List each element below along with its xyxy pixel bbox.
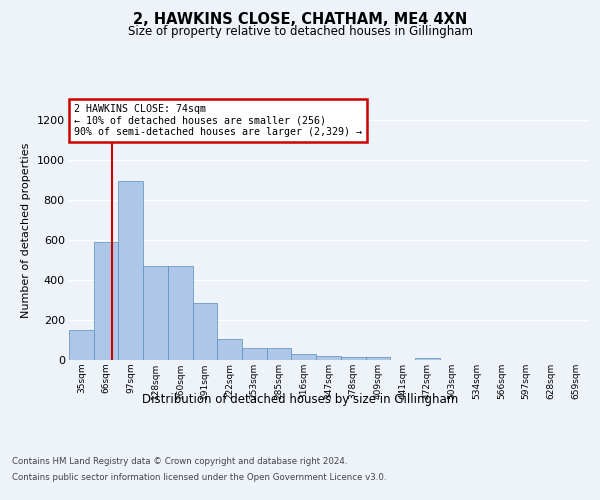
Text: 2 HAWKINS CLOSE: 74sqm
← 10% of detached houses are smaller (256)
90% of semi-de: 2 HAWKINS CLOSE: 74sqm ← 10% of detached… [74, 104, 362, 137]
Bar [143, 266, 168, 360]
Bar [415, 358, 440, 360]
Bar [69, 330, 94, 360]
Text: Size of property relative to detached houses in Gillingham: Size of property relative to detached ho… [128, 25, 473, 38]
Bar [168, 266, 193, 360]
Bar [316, 356, 341, 360]
Bar [292, 354, 316, 360]
Bar [193, 303, 217, 360]
Bar [341, 357, 365, 360]
Text: Contains HM Land Registry data © Crown copyright and database right 2024.: Contains HM Land Registry data © Crown c… [12, 458, 347, 466]
Bar [94, 242, 118, 360]
Text: Contains public sector information licensed under the Open Government Licence v3: Contains public sector information licen… [12, 472, 386, 482]
Bar [242, 348, 267, 360]
Text: Distribution of detached houses by size in Gillingham: Distribution of detached houses by size … [142, 392, 458, 406]
Text: 2, HAWKINS CLOSE, CHATHAM, ME4 4XN: 2, HAWKINS CLOSE, CHATHAM, ME4 4XN [133, 12, 467, 28]
Bar [365, 357, 390, 360]
Bar [217, 339, 242, 360]
Y-axis label: Number of detached properties: Number of detached properties [21, 142, 31, 318]
Bar [118, 182, 143, 360]
Bar [267, 348, 292, 360]
